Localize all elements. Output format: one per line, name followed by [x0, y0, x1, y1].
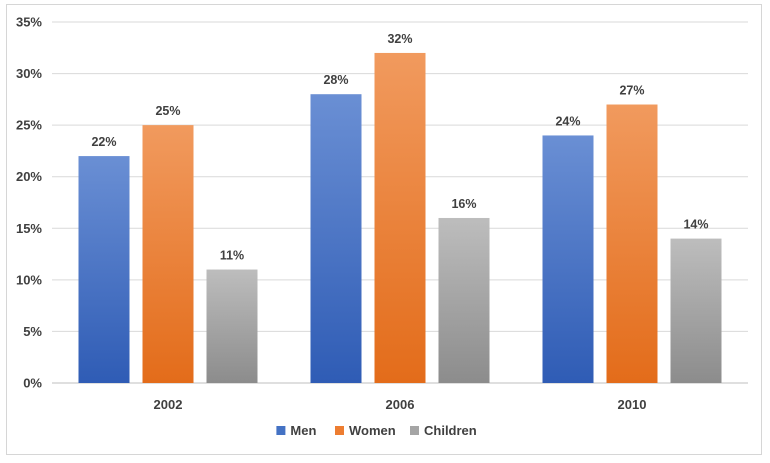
x-axis-ticks: 2002 2006 2010: [154, 397, 647, 412]
data-label: 14%: [683, 218, 708, 232]
bar-men-2002: [78, 156, 130, 383]
data-label: 32%: [387, 32, 412, 46]
legend: Men Women Children: [276, 423, 477, 438]
data-label: 27%: [619, 84, 644, 98]
y-tick-label: 10%: [16, 272, 42, 287]
data-label: 11%: [220, 249, 244, 263]
y-tick-label: 20%: [16, 169, 42, 184]
y-tick-label: 30%: [16, 66, 42, 81]
bar-children-2002: [206, 269, 258, 383]
bar-men-2010: [542, 135, 594, 383]
legend-label-children: Children: [424, 423, 477, 438]
legend-swatch-women: [335, 426, 344, 435]
bars: [78, 52, 722, 384]
data-label: 24%: [555, 114, 580, 128]
bar-children-2010: [670, 238, 722, 383]
x-tick-label: 2010: [618, 397, 647, 412]
bar-children-2006: [438, 217, 490, 383]
x-tick-label: 2006: [386, 397, 415, 412]
data-label: 22%: [91, 135, 116, 149]
bar-women-2006: [374, 52, 426, 383]
bar-men-2006: [310, 94, 362, 383]
data-label: 25%: [155, 104, 180, 118]
legend-label-men: Men: [290, 423, 316, 438]
data-label: 16%: [451, 197, 476, 211]
x-tick-label: 2002: [154, 397, 183, 412]
y-tick-label: 35%: [16, 15, 42, 30]
y-tick-label: 15%: [16, 221, 42, 236]
legend-label-women: Women: [349, 423, 396, 438]
bar-women-2002: [142, 125, 194, 384]
bar-women-2010: [606, 104, 658, 383]
data-labels: 22% 25% 11% 28% 32% 16% 24% 27% 14%: [91, 32, 708, 263]
legend-swatch-men: [276, 426, 286, 435]
y-tick-label: 25%: [16, 118, 42, 133]
data-label: 28%: [323, 73, 348, 87]
y-tick-label: 5%: [23, 324, 42, 339]
legend-swatch-children: [410, 426, 419, 435]
y-axis-ticks: 0% 5% 10% 15% 20% 25% 30% 35%: [16, 15, 42, 391]
y-tick-label: 0%: [23, 376, 42, 391]
